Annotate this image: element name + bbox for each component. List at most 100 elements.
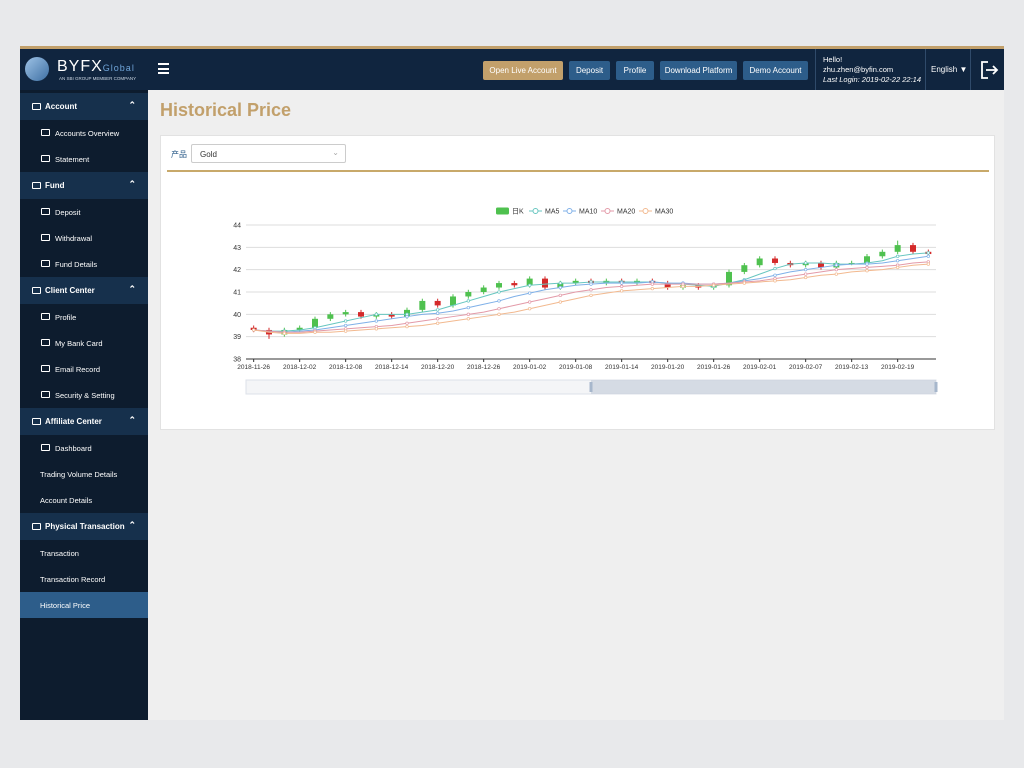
section-icon xyxy=(32,182,41,189)
ma-point xyxy=(712,283,716,287)
sidebar-item[interactable]: Email Record xyxy=(20,356,148,382)
candle-body xyxy=(818,262,824,268)
ma-point xyxy=(374,327,378,331)
ma-point xyxy=(436,317,440,321)
sidebar-section[interactable]: Fund ⌃ xyxy=(20,172,148,199)
logo: BYFX xyxy=(57,58,103,75)
ma-point xyxy=(804,268,808,272)
item-label: Statement xyxy=(55,154,90,164)
sidebar-item[interactable]: Transaction Record xyxy=(20,566,148,592)
section-icon xyxy=(32,103,41,110)
y-tick-label: 38 xyxy=(233,357,241,364)
sidebar-item[interactable]: Statement xyxy=(20,146,148,172)
sidebar-section[interactable]: Affiliate Center ⌃ xyxy=(20,408,148,435)
zoom-handle xyxy=(589,382,593,392)
ma-point xyxy=(282,331,286,335)
candle-body xyxy=(496,283,502,288)
product-select[interactable]: Gold ⌄ xyxy=(191,144,346,163)
ma-point xyxy=(865,269,869,273)
item-label: Historical Price xyxy=(40,600,91,610)
candle-body xyxy=(450,296,456,306)
section-title: Physical Transaction xyxy=(45,522,125,531)
collapse-caret: ⌃ xyxy=(128,179,136,189)
chart-card: 产品 Gold ⌄ 38 39 40 41 42 43 44 2018-11-26 2018-12… xyxy=(160,135,995,430)
candle-body xyxy=(342,312,349,315)
ma-point xyxy=(589,282,593,286)
candle-body xyxy=(772,258,778,263)
ma-point xyxy=(834,272,838,276)
ma-point xyxy=(558,285,562,290)
sidebar-item[interactable]: Transaction xyxy=(20,540,148,566)
ma-point xyxy=(405,321,409,325)
logout-button[interactable] xyxy=(970,49,1004,90)
collapse-caret: ⌃ xyxy=(128,284,136,294)
sidebar-item[interactable]: Deposit xyxy=(20,199,148,225)
zoom-handle xyxy=(934,382,938,392)
legend-label: MA5 xyxy=(545,209,560,216)
section-icon xyxy=(32,418,41,425)
x-tick-label: 2019-01-26 xyxy=(697,364,731,371)
ma-point xyxy=(834,268,838,272)
candle-body xyxy=(434,300,441,306)
legend-label: MA20 xyxy=(617,209,635,216)
item-label: Profile xyxy=(55,312,77,322)
language: English xyxy=(931,65,958,74)
menu-toggle[interactable] xyxy=(158,63,169,74)
ma-point xyxy=(405,314,409,319)
sidebar-item[interactable]: My Bank Card xyxy=(20,330,148,356)
header-button[interactable]: Open Live Account xyxy=(483,61,563,80)
ma-point xyxy=(834,263,838,267)
candle-body xyxy=(894,245,901,252)
language-select[interactable]: English ▼ xyxy=(925,49,970,90)
tagline: AN SBI GROUP MEMBER COMPANY xyxy=(59,76,137,81)
sidebar-item[interactable]: Withdrawal xyxy=(20,225,148,251)
x-tick-label: 2018-12-08 xyxy=(329,364,363,371)
sidebar-item[interactable]: Historical Price xyxy=(20,592,148,618)
header-button[interactable]: Demo Account xyxy=(743,61,808,80)
sidebar-section[interactable]: Physical Transaction ⌃ xyxy=(20,513,148,540)
header-button[interactable]: Download Platform xyxy=(660,61,737,80)
header-button[interactable]: Profile xyxy=(616,61,654,80)
ma-point xyxy=(589,288,593,292)
sidebar-item[interactable]: Fund Details xyxy=(20,251,148,277)
app-window: BYFXGlobal AN SBI GROUP MEMBER COMPANY O… xyxy=(20,46,1004,720)
ma-point xyxy=(681,284,685,289)
sidebar-section[interactable]: Client Center ⌃ xyxy=(20,277,148,304)
candle-body xyxy=(864,256,870,263)
ma-point xyxy=(589,293,593,298)
ma-point xyxy=(650,282,654,286)
x-tick-label: 2019-01-08 xyxy=(559,364,593,371)
candle-body xyxy=(910,245,916,252)
y-tick-label: 43 xyxy=(233,245,241,252)
item-icon xyxy=(41,208,50,215)
x-tick-label: 2019-01-14 xyxy=(605,364,639,371)
user-info: Hello! zhu.zhen@byfin.com Last Login: 20… xyxy=(815,49,925,90)
x-tick-label: 2019-02-19 xyxy=(881,364,915,371)
sidebar-item[interactable]: Accounts Overview xyxy=(20,120,148,146)
candle-body xyxy=(879,251,886,257)
section-title: Account xyxy=(45,102,77,111)
ma-point xyxy=(466,299,470,303)
sidebar-item[interactable]: Account Details xyxy=(20,487,148,513)
legend-swatch xyxy=(496,207,509,215)
page-title: Historical Price xyxy=(160,100,292,120)
ma-point xyxy=(436,308,440,312)
x-tick-label: 2018-12-02 xyxy=(283,364,317,371)
ma-point xyxy=(926,251,930,255)
sidebar-item[interactable]: Security & Setting xyxy=(20,382,148,408)
item-icon xyxy=(41,365,50,372)
ma-point xyxy=(374,312,378,316)
sidebar-item[interactable]: Profile xyxy=(20,304,148,330)
ma-point xyxy=(773,279,777,283)
sidebar-section[interactable]: Account ⌃ xyxy=(20,93,148,120)
item-label: Account Details xyxy=(40,495,93,505)
x-tick-label: 2018-12-26 xyxy=(467,364,501,371)
header-button[interactable]: Deposit xyxy=(569,61,610,80)
legend-swatch xyxy=(532,208,539,214)
filter-label: 产品 xyxy=(171,150,187,159)
candle-body xyxy=(726,271,732,286)
ma-point xyxy=(436,321,440,325)
sidebar-item[interactable]: Trading Volume Details xyxy=(20,461,148,487)
sidebar-item[interactable]: Dashboard xyxy=(20,435,148,461)
item-icon xyxy=(41,129,50,136)
